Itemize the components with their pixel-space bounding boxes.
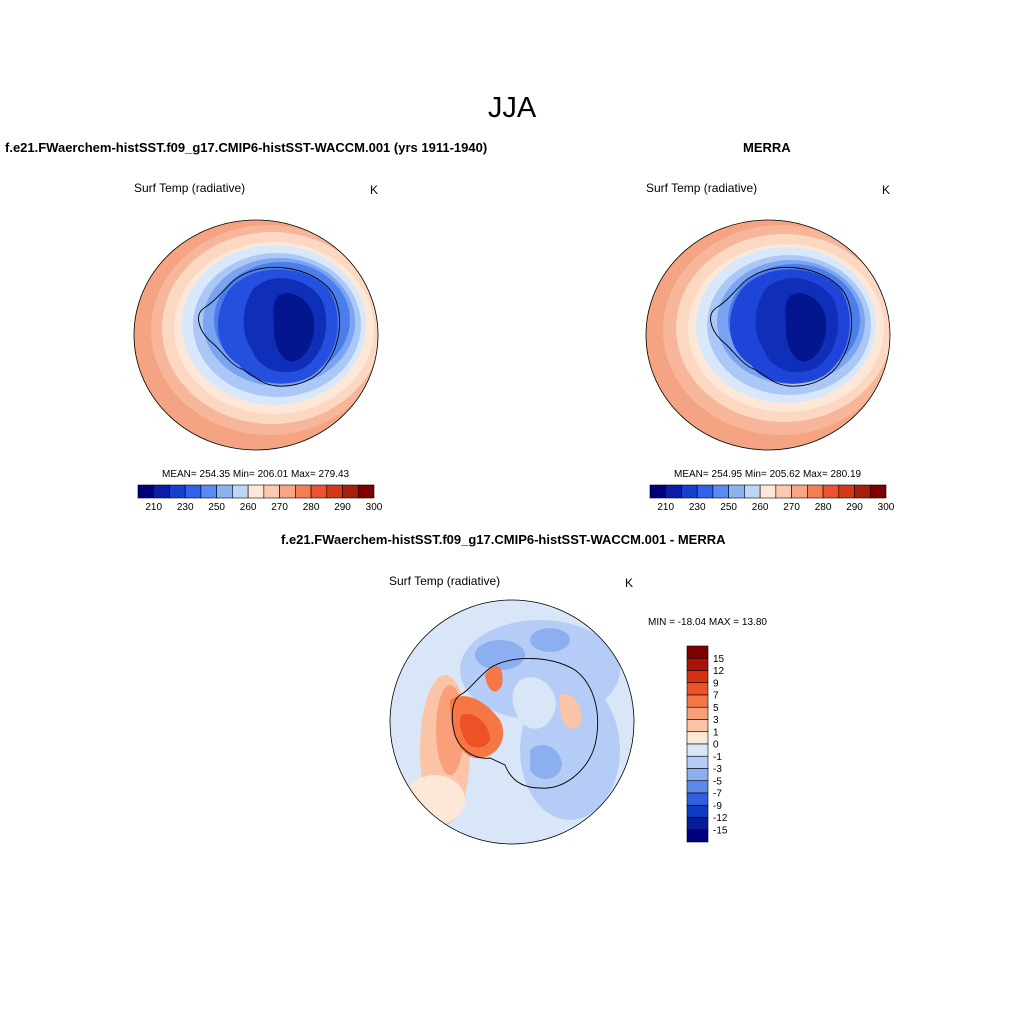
panel3-colorbar-swatch	[686, 645, 709, 659]
panel3-colorbar-swatch	[686, 780, 709, 794]
panel2-colorbar-swatch	[869, 484, 887, 499]
panel1-colorbar-tick-label: 250	[208, 502, 225, 513]
panel2-colorbar-swatch	[712, 484, 729, 499]
panel2-colorbar-swatch	[696, 484, 714, 499]
panel3-units: K	[625, 576, 634, 590]
panel1-colorbar-swatch	[310, 484, 328, 499]
panel3-colorbar-tick-label: 3	[713, 715, 719, 726]
panel3-colorbar-swatch	[686, 719, 709, 733]
panel3-colorbar-swatch	[686, 670, 709, 684]
panel1-colorbar-swatch	[200, 484, 217, 499]
panel3-colorbar-tick-label: -3	[713, 764, 722, 775]
panel3-colorbar-tick-label: 9	[713, 678, 719, 689]
panel1-colorbar-tick-label: 290	[334, 502, 351, 513]
panel3-colorbar-swatch	[686, 755, 709, 769]
panel1-colorbar-swatch	[326, 484, 343, 499]
panel1-colorbar-swatch	[279, 484, 296, 499]
panel1-title: f.e21.FWaerchem-histSST.f09_g17.CMIP6-hi…	[5, 140, 488, 155]
panel2-colorbar-swatch	[838, 484, 855, 499]
panel1-colorbar-swatch	[153, 484, 170, 499]
panel1-map	[133, 219, 379, 451]
panel2-colorbar-swatch	[759, 484, 777, 499]
panel2-colorbar-swatch	[681, 484, 698, 499]
panel1-variable: Surf Temp (radiative)	[134, 181, 246, 195]
panel2-map	[645, 219, 891, 451]
panel1-colorbar-swatch	[342, 484, 359, 499]
panel1-colorbar-swatch	[184, 484, 202, 499]
panel2-colorbar-tick-label: 260	[752, 502, 769, 513]
panel1-colorbar-swatch	[247, 484, 265, 499]
panel3-colorbar-tick-label: -7	[713, 789, 722, 800]
panel3-colorbar-tick-label: 5	[713, 703, 719, 714]
panel2-stats: MEAN= 254.95 Min= 205.62 Max= 280.19	[674, 469, 862, 480]
panel2-colorbar-tick-label: 280	[815, 502, 832, 513]
panel2-colorbar: 210 230 250 260 270 280 290 300	[649, 484, 895, 513]
panel2-colorbar-tick-label: 300	[878, 502, 895, 513]
panel3-variable: Surf Temp (radiative)	[389, 574, 501, 588]
panel1-colorbar-tick-label: 280	[303, 502, 320, 513]
panel1-colorbar-swatch	[232, 484, 249, 499]
panel3-colorbar-swatch	[686, 829, 709, 843]
panel2-colorbar-tick-label: 230	[689, 502, 706, 513]
panel1-colorbar-tick-label: 270	[271, 502, 288, 513]
panel3-colorbar-tick-label: -5	[713, 776, 722, 787]
panel3-colorbar-swatch	[686, 731, 709, 745]
panel3-colorbar-swatch	[686, 817, 709, 831]
panel2-colorbar-tick-label: 270	[783, 502, 800, 513]
panel3-map	[389, 599, 635, 845]
panel3-colorbar-tick-label: 12	[713, 666, 725, 677]
figure-title: JJA	[487, 92, 537, 124]
panel3-colorbar-tick-label: -12	[713, 813, 728, 824]
panel2-colorbar-swatch	[649, 484, 667, 499]
panel2-colorbar-swatch	[744, 484, 761, 499]
panel1-colorbar-tick-label: 230	[177, 502, 194, 513]
panel2-colorbar-swatch	[791, 484, 808, 499]
panel3-stats: MIN = -18.04 MAX = 13.80	[648, 617, 767, 628]
panel3-colorbar-tick-label: 15	[713, 654, 725, 665]
panel1-units: K	[370, 183, 379, 197]
panel3-colorbar-swatch	[686, 768, 709, 782]
panel2-colorbar-swatch	[665, 484, 682, 499]
panel1-colorbar-swatch	[216, 484, 233, 499]
panel1-colorbar-swatch	[137, 484, 155, 499]
panel3-colorbar-tick-label: 7	[713, 691, 719, 702]
panel3-colorbar-swatch	[686, 694, 709, 708]
panel3-colorbar-swatch	[686, 706, 709, 720]
panel3-colorbar-swatch	[686, 792, 709, 806]
panel2-variable: Surf Temp (radiative)	[646, 181, 758, 195]
panel2-colorbar-swatch	[822, 484, 840, 499]
panel1-colorbar-swatch	[295, 484, 312, 499]
panel2-colorbar-swatch	[807, 484, 824, 499]
panel1-colorbar-tick-label: 260	[240, 502, 257, 513]
panel2-colorbar-swatch	[854, 484, 871, 499]
panel3-colorbar-swatch	[686, 743, 709, 757]
panel3-colorbar-tick-label: -1	[713, 752, 722, 763]
panel1-colorbar-swatch	[169, 484, 186, 499]
panel3-colorbar-swatch	[686, 657, 709, 671]
panel3-colorbar-tick-label: -9	[713, 801, 722, 812]
panel3-colorbar-tick-label: 1	[713, 727, 719, 738]
panel2-colorbar-swatch	[775, 484, 792, 499]
panel3-colorbar-tick-label: 0	[713, 740, 719, 751]
panel1-colorbar-tick-label: 210	[145, 502, 162, 513]
panel3-title: f.e21.FWaerchem-histSST.f09_g17.CMIP6-hi…	[281, 532, 726, 547]
panel2-units: K	[882, 183, 891, 197]
panel2-colorbar-swatch	[728, 484, 745, 499]
panel2-colorbar-tick-label: 250	[720, 502, 737, 513]
panel1-colorbar-tick-label: 300	[366, 502, 383, 513]
panel1-stats: MEAN= 254.35 Min= 206.01 Max= 279.43	[162, 469, 350, 480]
panel3-colorbar-tick-label: -15	[713, 825, 728, 836]
panel1-colorbar-swatch	[357, 484, 375, 499]
panel2-colorbar-tick-label: 210	[657, 502, 674, 513]
panel3-colorbar-swatch	[686, 804, 709, 818]
panel3-colorbar-swatch	[686, 682, 709, 696]
panel1-colorbar-swatch	[263, 484, 280, 499]
panel1-colorbar: 210 230 250 260 270 280 290 300	[137, 484, 383, 513]
panel2-title: MERRA	[743, 140, 791, 155]
panel2-colorbar-tick-label: 290	[846, 502, 863, 513]
